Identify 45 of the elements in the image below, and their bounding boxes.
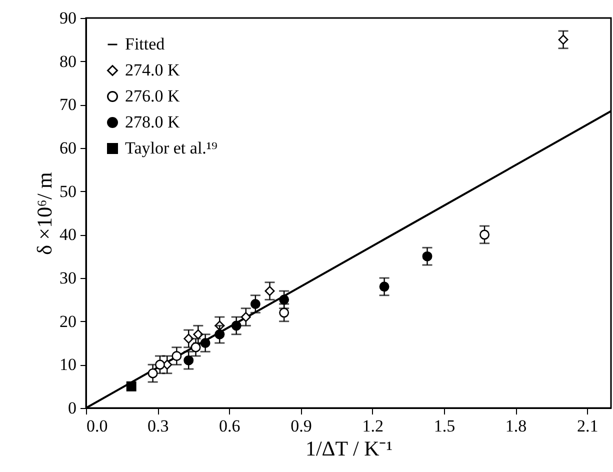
legend-label: Fitted <box>125 34 166 54</box>
y-tick-label: 90 <box>60 8 76 28</box>
legend-label: 276.0 K <box>125 86 180 106</box>
x-tick-label: 1.5 <box>434 416 456 436</box>
point <box>193 329 204 340</box>
x-tick-label: 0.3 <box>147 416 169 436</box>
y-tick-label: 20 <box>60 312 76 331</box>
x-tick-label: 0.6 <box>219 416 240 436</box>
x-tick-label: 1.2 <box>362 416 384 436</box>
point <box>190 342 201 352</box>
y-tick-label: 30 <box>60 268 76 288</box>
point <box>240 312 251 322</box>
y-tick-label: 40 <box>60 225 76 244</box>
x-tick-label: 0.0 <box>86 416 108 436</box>
y-tick-label: 60 <box>60 138 76 158</box>
y-tick-label: 50 <box>60 182 76 201</box>
x-axis-title: 1/ΔT / K⁻¹ <box>305 436 393 460</box>
point <box>379 282 390 292</box>
point <box>422 251 432 262</box>
point <box>279 294 290 305</box>
x-tick-label: 1.8 <box>505 416 527 436</box>
point <box>184 355 194 366</box>
y-tick-label: 10 <box>60 355 76 374</box>
point <box>214 329 225 340</box>
point <box>231 320 242 331</box>
point <box>200 338 210 348</box>
legend-label: 274.0 K <box>125 60 180 80</box>
point <box>480 230 490 240</box>
point <box>184 334 194 344</box>
y-tick-label: 80 <box>60 52 76 71</box>
legend-label: 278.0 K <box>125 112 180 132</box>
point <box>126 381 136 392</box>
x-tick-label: 2.1 <box>577 416 598 436</box>
point <box>279 308 290 318</box>
point <box>172 351 182 361</box>
y-axis-title: δ ×10⁶/ m <box>32 172 56 255</box>
legend-label: Taylor et al.¹⁹ <box>125 138 218 158</box>
point <box>558 34 568 45</box>
y-tick-label: 70 <box>60 95 76 114</box>
point <box>250 299 260 309</box>
point <box>154 360 165 370</box>
point <box>148 368 158 378</box>
x-tick-label: 0.9 <box>290 416 312 436</box>
y-tick-label: 0 <box>68 398 76 418</box>
point <box>264 286 275 296</box>
